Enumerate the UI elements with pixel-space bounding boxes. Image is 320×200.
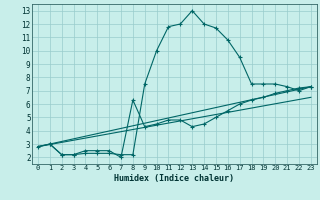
X-axis label: Humidex (Indice chaleur): Humidex (Indice chaleur) <box>115 174 234 183</box>
